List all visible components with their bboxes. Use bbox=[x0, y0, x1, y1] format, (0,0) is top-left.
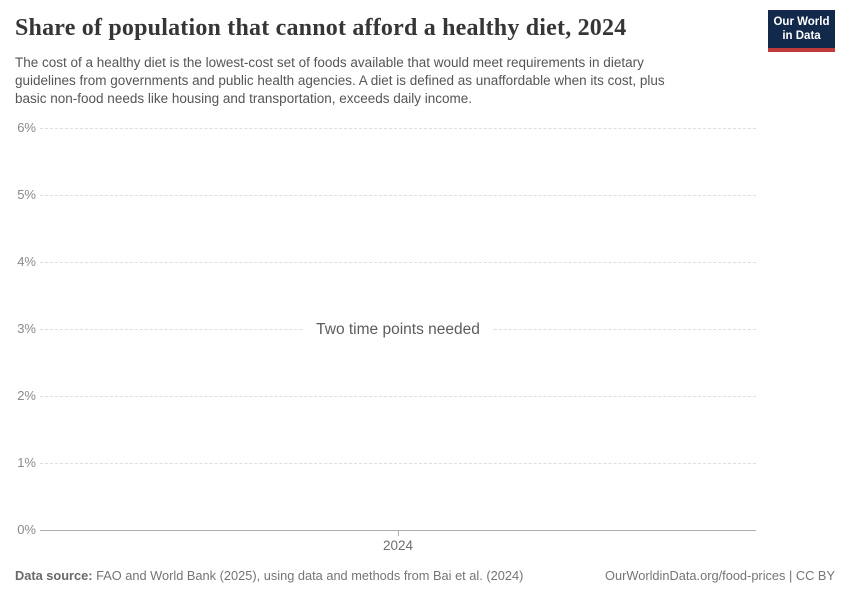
gridline bbox=[40, 396, 756, 397]
x-axis-tick-label: 2024 bbox=[382, 538, 414, 553]
y-axis-tick-label: 0% bbox=[17, 522, 36, 537]
gridline bbox=[40, 262, 756, 263]
y-axis-tick-label: 3% bbox=[17, 321, 36, 336]
owid-logo-line1: Our World bbox=[773, 16, 830, 28]
x-axis-line bbox=[40, 530, 756, 531]
subtitle-line: basic non-food needs like housing and tr… bbox=[15, 91, 473, 107]
x-axis-tick-mark bbox=[398, 530, 399, 536]
subtitle-line: guidelines from governments and public h… bbox=[15, 73, 665, 89]
data-source-text: FAO and World Bank (2025), using data an… bbox=[92, 568, 524, 583]
chart-footer: Data source: FAO and World Bank (2025), … bbox=[15, 568, 835, 584]
gridline bbox=[40, 195, 756, 196]
owid-logo-line2: in Data bbox=[782, 30, 821, 42]
gridline bbox=[40, 463, 756, 464]
y-axis-tick-label: 4% bbox=[17, 254, 36, 269]
footer-citation-link[interactable]: OurWorldinData.org/food-prices | CC BY bbox=[605, 568, 835, 583]
chart-subtitle: The cost of a healthy diet is the lowest… bbox=[15, 54, 735, 109]
y-axis-tick-label: 2% bbox=[17, 388, 36, 403]
y-axis-tick-label: 6% bbox=[17, 120, 36, 135]
y-axis-tick-label: 5% bbox=[17, 187, 36, 202]
y-axis-tick-label: 1% bbox=[17, 455, 36, 470]
owid-logo[interactable]: Our World in Data bbox=[768, 10, 835, 52]
data-source-note: Data source: FAO and World Bank (2025), … bbox=[15, 568, 523, 584]
data-source-label: Data source: bbox=[15, 568, 93, 583]
empty-state-message: Two time points needed bbox=[304, 318, 492, 342]
page-title: Share of population that cannot afford a… bbox=[15, 15, 627, 41]
subtitle-line: The cost of a healthy diet is the lowest… bbox=[15, 55, 644, 70]
gridline bbox=[40, 128, 756, 129]
